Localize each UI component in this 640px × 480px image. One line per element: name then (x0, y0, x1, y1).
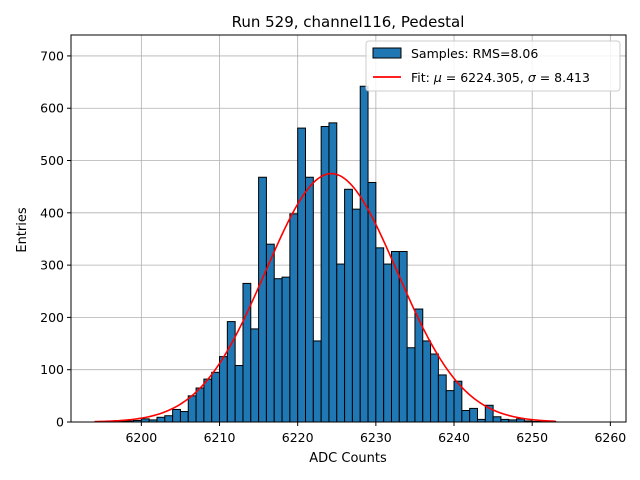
histogram-bar (203, 378, 213, 423)
histogram-bar (461, 409, 471, 423)
y-tick-label: 0 (56, 415, 64, 430)
y-tick-label: 700 (40, 48, 64, 63)
histogram-bar (179, 411, 189, 423)
y-tick-label: 100 (40, 362, 64, 377)
histogram-bar (242, 282, 252, 423)
legend-fit-prefix: Fit: (411, 70, 434, 85)
histogram-bar (453, 380, 463, 423)
x-axis-label: ADC Counts (309, 451, 387, 466)
histogram-bar (375, 247, 385, 423)
histogram-bar (320, 126, 330, 423)
histogram-bar (265, 243, 275, 423)
fit-curve (94, 172, 556, 423)
legend: Samples: RMS=8.06 Fit: μ = 6224.305, σ =… (365, 40, 621, 92)
histogram-bar (312, 340, 322, 423)
histogram-bar (492, 416, 502, 423)
histogram-bar (406, 347, 416, 423)
legend-sigma-value: = 8.413 (536, 70, 590, 85)
histogram-bar (445, 390, 455, 423)
histogram-bar (195, 387, 205, 423)
histogram-bar (336, 263, 346, 423)
x-tick-label: 6240 (438, 430, 470, 445)
x-tick-label: 6230 (360, 430, 392, 445)
histogram-bar (297, 127, 307, 423)
histogram-bar (359, 85, 369, 423)
legend-mu-value: = 6224.305, (442, 70, 528, 85)
histogram-bar (156, 416, 166, 423)
y-axis-label: Entries (15, 207, 30, 253)
histogram-bar (328, 122, 338, 423)
axis-ticks: 6200 6210 6220 6230 6240 6250 6260 0 100 200 300 40… (40, 48, 626, 445)
y-tick-label: 400 (40, 205, 64, 220)
histogram-bar (273, 278, 283, 423)
histogram-bar (211, 371, 221, 423)
histogram-bar (164, 415, 174, 423)
legend-box (365, 40, 621, 92)
legend-samples-swatch (372, 47, 402, 59)
histogram-bar (250, 328, 260, 423)
histogram-bar (281, 276, 291, 423)
x-tick-label: 6250 (516, 430, 548, 445)
histogram-bar (430, 353, 439, 423)
histogram-bar (258, 176, 267, 423)
histogram-bar (469, 407, 478, 423)
x-tick-label: 6220 (282, 430, 314, 445)
y-tick-label: 600 (40, 101, 64, 116)
y-tick-label: 300 (40, 258, 64, 273)
histogram-bar (289, 213, 299, 423)
legend-mu-symbol: μ (433, 70, 442, 85)
histogram-bar (383, 263, 392, 423)
histogram-bar (422, 340, 432, 423)
legend-fit-label: Fit: μ = 6224.305, σ = 8.413 (411, 70, 590, 85)
histogram-bar (344, 188, 353, 423)
histogram-bar (234, 365, 244, 423)
legend-sigma-symbol: σ (528, 70, 537, 85)
plot-frame (70, 34, 627, 423)
x-tick-label: 6210 (204, 430, 236, 445)
histogram-bar (351, 208, 361, 423)
histogram-bar (305, 176, 314, 423)
legend-samples-label: Samples: RMS=8.06 (411, 46, 538, 61)
histogram-bar (226, 321, 236, 423)
histogram-bar (390, 251, 400, 423)
histogram-bar (437, 374, 447, 423)
x-tick-label: 6200 (125, 430, 157, 445)
chart-title: Run 529, channel116, Pedestal (232, 13, 465, 31)
histogram-bar (219, 356, 228, 423)
y-tick-label: 500 (40, 153, 64, 168)
x-tick-label: 6260 (594, 430, 626, 445)
histogram-bar (187, 395, 197, 423)
histogram-bar (172, 408, 181, 423)
y-tick-label: 200 (40, 310, 64, 325)
